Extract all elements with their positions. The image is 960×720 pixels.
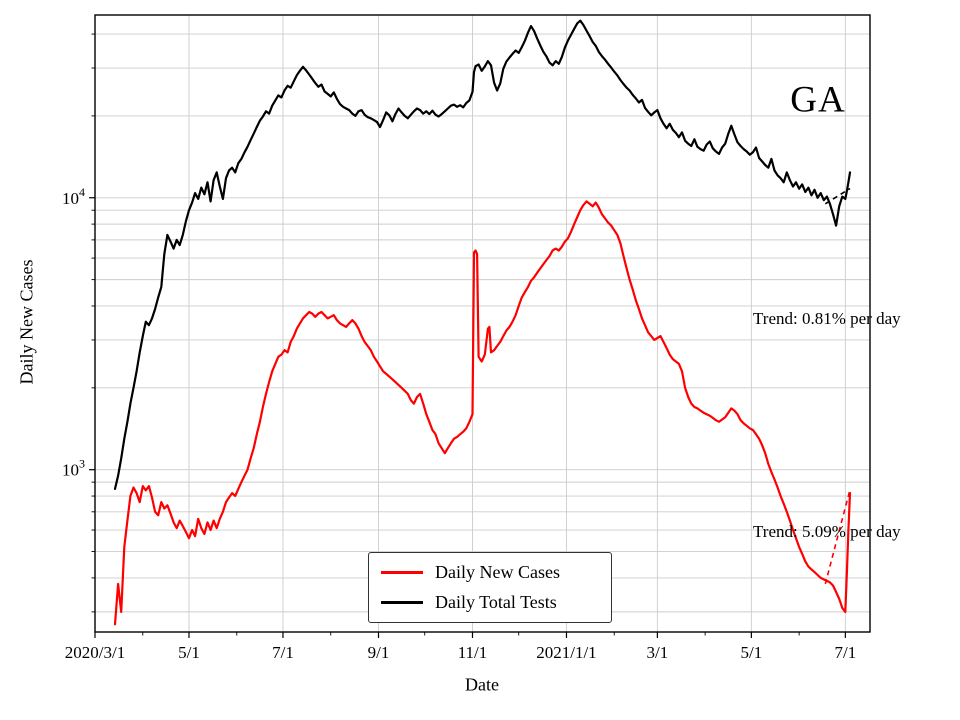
x-tick-label: 7/1 xyxy=(272,643,294,662)
y-tick-label: 103 xyxy=(62,457,85,480)
x-tick-label: 7/1 xyxy=(834,643,856,662)
series-daily-total-tests xyxy=(113,19,852,490)
x-tick-label: 3/1 xyxy=(647,643,669,662)
y-axis-label: Daily New Cases xyxy=(16,259,37,385)
legend-label-daily-new-cases: Daily New Cases xyxy=(435,562,560,582)
legend-label-daily-total-tests: Daily Total Tests xyxy=(435,592,557,612)
trend-annotation-cases: Trend: 5.09% per day xyxy=(753,522,901,541)
legend-swatch-daily-total-tests xyxy=(381,601,423,604)
x-tick-label: 9/1 xyxy=(368,643,390,662)
trend-line xyxy=(824,489,851,585)
x-tick-label: 2020/3/1 xyxy=(65,643,125,662)
x-tick-label: 11/1 xyxy=(458,643,488,662)
legend: Daily New Cases Daily Total Tests xyxy=(368,552,612,623)
state-label: GA xyxy=(790,79,846,121)
legend-item-daily-total-tests: Daily Total Tests xyxy=(381,592,599,613)
y-tick-label: 104 xyxy=(62,185,85,208)
trend-annotation-tests: Trend: 0.81% per day xyxy=(753,309,901,328)
grid xyxy=(94,15,870,632)
legend-swatch-daily-new-cases xyxy=(381,571,423,574)
legend-item-daily-new-cases: Daily New Cases xyxy=(381,562,599,583)
x-axis-label: Date xyxy=(465,674,499,695)
x-tick-label: 5/1 xyxy=(178,643,200,662)
plot-frame xyxy=(94,14,871,633)
x-tick-label: 2021/1/1 xyxy=(536,643,596,662)
series-daily-new-cases xyxy=(113,200,852,626)
x-tick-label: 5/1 xyxy=(740,643,762,662)
